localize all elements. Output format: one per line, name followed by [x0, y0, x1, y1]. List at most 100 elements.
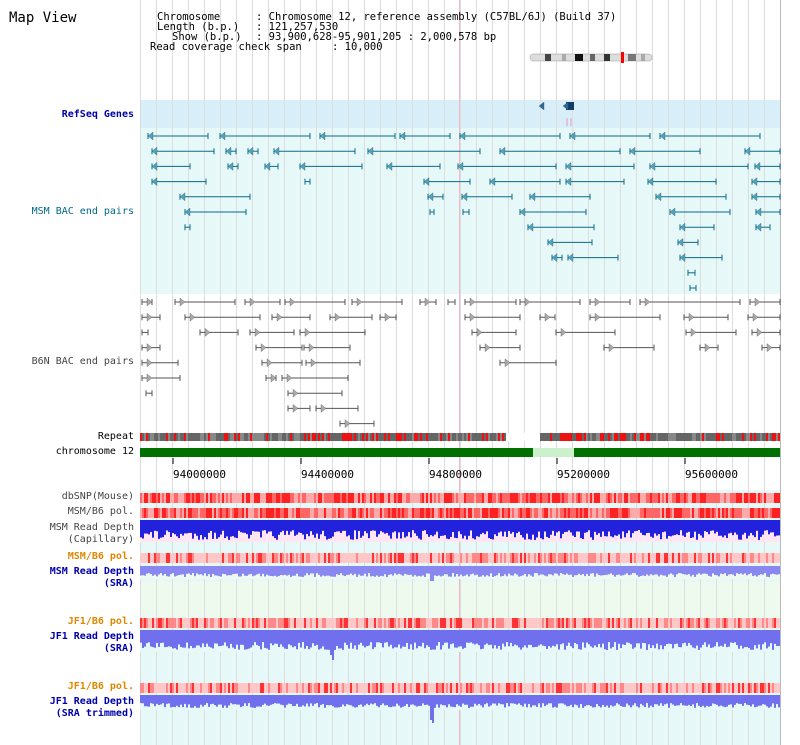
track-label-msm-b6-pol-sra[interactable]: MSM/B6 pol. [67, 551, 134, 562]
dbsnp-segment [710, 493, 712, 503]
track-label-msm-depth-capillary[interactable]: MSM Read Depth [49, 522, 134, 533]
msm-bac-end-arrow [659, 131, 666, 141]
dbsnp-segment [360, 493, 362, 503]
jf1-depth-sra-bar [718, 630, 720, 647]
jf1-b6-pol-segment [648, 618, 650, 628]
msm-depth-capillary-bar [362, 520, 364, 536]
jf1-depth-trim-bar [418, 695, 420, 706]
msm-b6-pol-sra-segment [404, 553, 406, 563]
msm-b6-pol-segment [578, 508, 580, 518]
msm-b6-pol-segment [674, 508, 676, 518]
msm-b6-pol-segment [192, 508, 194, 518]
dbsnp-segment [614, 493, 616, 503]
msm-depth-sra-bar [224, 566, 226, 575]
msm-depth-sra-bar [386, 566, 388, 577]
repeat-segment [582, 433, 584, 441]
track-label-refseq[interactable]: RefSeq Genes [61, 109, 134, 120]
jf1-depth-trim-bar [702, 695, 704, 706]
msm-depth-sra-bar [690, 566, 692, 577]
repeat-segment [150, 433, 152, 441]
track-label-dbsnp[interactable]: dbSNP(Mouse) [61, 491, 134, 502]
jf1-depth-trim-bar [140, 695, 142, 704]
msm-depth-sra-bar [212, 566, 214, 574]
jf1-depth-trim-bar [562, 695, 564, 704]
msm-b6-pol-sra-segment [594, 553, 596, 563]
repeat-segment [394, 433, 396, 441]
msm-depth-sra-bar [572, 566, 574, 577]
dbsnp-segment [274, 493, 276, 503]
msm-depth-sra-bar [314, 566, 316, 577]
msm-depth-capillary-bar [368, 520, 370, 539]
dbsnp-segment [450, 493, 452, 503]
msm-depth-capillary-bar [296, 520, 298, 535]
msm-depth-sra-bar [590, 566, 592, 574]
jf1-b6-pol-segment [360, 618, 362, 628]
jf1-b6-pol-segment [334, 618, 336, 628]
msm-depth-sra-bar [234, 566, 236, 574]
msm-depth-capillary-bar [468, 520, 470, 536]
repeat-segment [418, 433, 420, 441]
msm-b6-pol-sra-segment [374, 553, 376, 563]
msm-depth-sra-bar [664, 566, 666, 576]
jf1-depth-trim-bar [300, 695, 302, 707]
msm-b6-pol-segment [304, 508, 306, 518]
msm-depth-sra-bar [264, 566, 266, 577]
msm-b6-pol-segment [206, 508, 208, 518]
msm-b6-pol-segment [354, 508, 356, 518]
dbsnp-segment [582, 493, 584, 503]
jf1-depth-sra-bar [258, 630, 260, 646]
msm-bac-end-arrow [299, 162, 306, 171]
track-label-jf1-b6-pol-trim[interactable]: JF1/B6 pol. [67, 681, 134, 692]
msm-b6-pol-sra-segment [304, 553, 306, 563]
msm-b6-pol-segment [358, 508, 360, 518]
track-label-jf1-depth-trim[interactable]: JF1 Read Depth [49, 696, 134, 707]
track-label-msm-depth-sra[interactable]: MSM Read Depth [49, 566, 134, 577]
track-label-msm-bac[interactable]: MSM BAC end pairs [31, 206, 134, 217]
msm-b6-pol-segment [590, 508, 592, 518]
track-label-chromosome[interactable]: chromosome 12 [55, 446, 134, 457]
jf1-depth-sra-bar [542, 630, 544, 646]
b6n-bac-end-arrow [688, 312, 695, 322]
jf1-b6-pol-segment [492, 618, 494, 628]
track-label-b6n-bac[interactable]: B6N BAC end pairs [31, 356, 134, 367]
msm-b6-pol-segment [682, 508, 684, 518]
dbsnp-segment [324, 493, 326, 503]
jf1-depth-trim-bar [334, 695, 336, 708]
msm-depth-capillary-bar [448, 520, 450, 540]
track-label-repeat[interactable]: Repeat [97, 431, 134, 442]
dbsnp-segment [758, 493, 760, 503]
msm-depth-capillary-bar [584, 520, 586, 533]
jf1-b6-pol-trim-segment [254, 683, 256, 693]
track-label-msm-b6-pol[interactable]: MSM/B6 pol. [67, 506, 134, 517]
msm-depth-sra-bar [504, 566, 506, 575]
jf1-depth-trim-bar [380, 695, 382, 706]
dbsnp-segment [250, 493, 252, 503]
jf1-depth-sra-bar [250, 630, 252, 648]
msm-b6-pol-segment [588, 508, 590, 518]
msm-depth-sra-bar [414, 566, 416, 576]
jf1-b6-pol-segment [222, 618, 224, 628]
jf1-b6-pol-segment [140, 618, 142, 628]
dbsnp-segment [590, 493, 592, 503]
msm-depth-sra-bar [430, 566, 432, 581]
msm-b6-pol-sra-segment [320, 553, 322, 563]
b6n-bac-end-arrow [308, 343, 315, 352]
jf1-depth-sra-bar [374, 630, 376, 648]
dbsnp-segment [424, 493, 426, 503]
msm-depth-sra-bar [492, 566, 494, 577]
jf1-depth-sra-bar [422, 630, 424, 643]
jf1-depth-sra-bar [304, 630, 306, 649]
dbsnp-segment [656, 493, 658, 503]
track-label-jf1-b6-pol[interactable]: JF1/B6 pol. [67, 616, 134, 627]
jf1-b6-pol-segment [740, 618, 742, 628]
jf1-depth-trim-bar [188, 695, 190, 705]
jf1-b6-pol-trim-segment [480, 683, 482, 693]
msm-depth-capillary-bar [452, 520, 454, 533]
jf1-b6-pol-segment [200, 618, 202, 628]
msm-depth-sra-bar [206, 566, 208, 577]
jf1-depth-trim-bar [298, 695, 300, 707]
jf1-b6-pol-segment [306, 618, 308, 628]
dbsnp-segment [686, 493, 688, 503]
track-label-jf1-depth-sra[interactable]: JF1 Read Depth [49, 631, 134, 642]
